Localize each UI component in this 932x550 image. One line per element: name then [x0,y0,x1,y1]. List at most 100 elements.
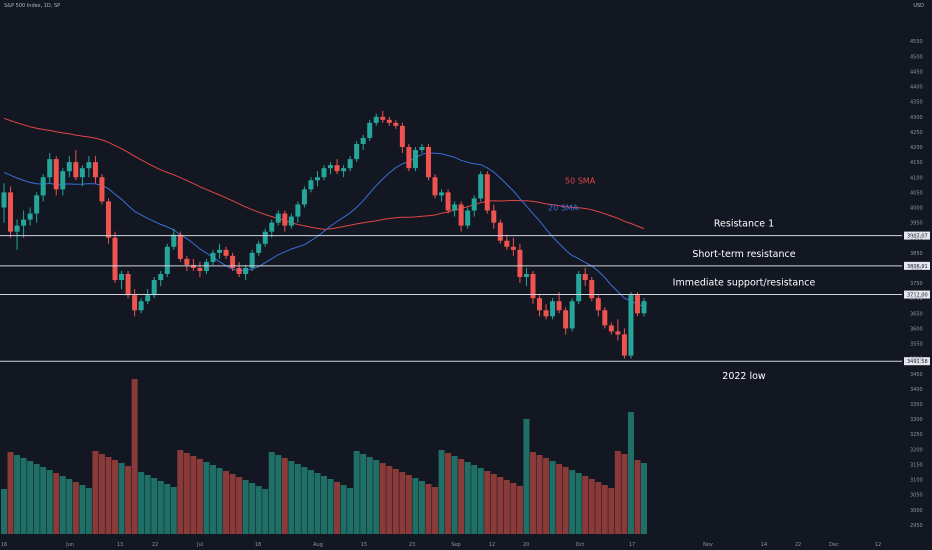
volume-bar [59,476,66,534]
volume-bar [183,453,190,534]
candle-body [425,147,431,178]
candle-body [523,274,529,278]
volume-bar [144,475,151,534]
volume-bar [307,470,314,534]
candle-body [138,301,144,311]
volume-bar [255,486,262,534]
volume-bar [366,457,373,534]
price-level-annotation: Resistance 1 [714,219,774,230]
price-axis: 4550 4500 4450 4400 4350 4300 4250 4200 4150 4100… [910,39,923,529]
candle-body [112,237,118,281]
volume-bar [582,476,589,534]
candle-body [321,168,327,178]
candle-body [60,171,66,190]
candle-body [497,222,503,241]
price-level-tag [904,357,930,366]
volume-bar [301,467,308,534]
price-tick-label: 3450 [910,372,923,378]
price-tick-label: 4100 [910,175,923,181]
volume-bar [464,462,471,534]
volume-bar [294,464,301,534]
price-tick-label: 3750 [910,281,923,287]
volume-bar [425,484,432,534]
volume-bar [20,458,27,534]
candle-body [576,274,582,302]
volume-bar [451,456,458,534]
volume-bar [164,484,171,534]
volume-bar [621,454,628,534]
time-tick-label: Aug [313,542,323,548]
candle-body [125,274,131,296]
time-axis: 16 Jun 13 22 Jul 18 Aug 15 23 Sep 12 20 Oct 17 Nov 14 22… [1,542,881,548]
volume-bar [288,461,295,534]
price-tick-label: 2950 [910,523,923,529]
volume-bar [7,452,14,534]
candle-body [171,234,177,247]
candle-body [406,147,412,169]
volume-bar [490,474,497,534]
volume-bar [209,465,216,534]
volume-bar [510,483,517,534]
candle-body [550,301,556,317]
candle-body [262,231,268,244]
candle-body [249,252,255,268]
volume-bar [118,463,125,534]
price-tick-label: 3800 [910,266,923,272]
price-tick-label: 3600 [910,326,923,332]
candle-body [602,310,608,326]
candle-body [334,165,340,172]
candle-body [569,301,575,329]
volume-bar [484,471,491,534]
price-tick-label: 3100 [910,478,923,484]
time-tick-label: Jun [65,542,74,548]
candle-body [328,165,334,169]
candle-body [458,204,464,226]
time-tick-label: 15 [361,542,367,548]
candle-body [86,162,92,169]
price-tick-label: 3000 [910,508,923,514]
candle-body [399,125,405,148]
candle-body [360,137,366,144]
candle-body [563,310,569,329]
price-level-value: 3491.58 [907,359,928,365]
volume-bar [1,489,7,534]
volume-bar [601,485,608,534]
volume-bar [177,450,184,534]
sma50-line [3,117,645,230]
volume-bar [360,454,367,534]
sma20-label: 20 SMA [548,204,579,213]
volume-bar [516,486,523,534]
volume-bar [105,457,112,534]
price-level-value: 3907.07 [907,234,928,240]
volume-bar [275,455,282,534]
volume-bar [281,458,288,534]
volume-bar [392,469,399,534]
candle-body [589,280,595,299]
time-tick-label: 22 [152,542,158,548]
price-tick-label: 3300 [910,417,923,423]
candle-body [314,177,320,181]
candle-body [119,274,125,281]
price-tick-label: 3250 [910,432,923,438]
candle-body [132,295,138,311]
candle-body [99,177,105,202]
time-tick-label: 23 [409,542,415,548]
candle-body [347,159,353,169]
price-level-tag [904,261,930,270]
volume-bar [327,479,334,534]
candle-body [210,252,216,262]
candle-body [530,274,536,299]
candle-body [543,310,549,317]
volume-bar [543,458,550,534]
volume-bar [386,466,393,534]
candle-body [621,334,627,356]
candle-body [510,246,516,250]
volume-bar [569,470,576,534]
candle-body [34,195,40,214]
price-tick-label: 3500 [910,357,923,363]
candle-body [269,222,275,232]
price-tick-label: 4150 [910,160,923,166]
candle-body [21,219,27,226]
volume-bar [634,460,641,534]
